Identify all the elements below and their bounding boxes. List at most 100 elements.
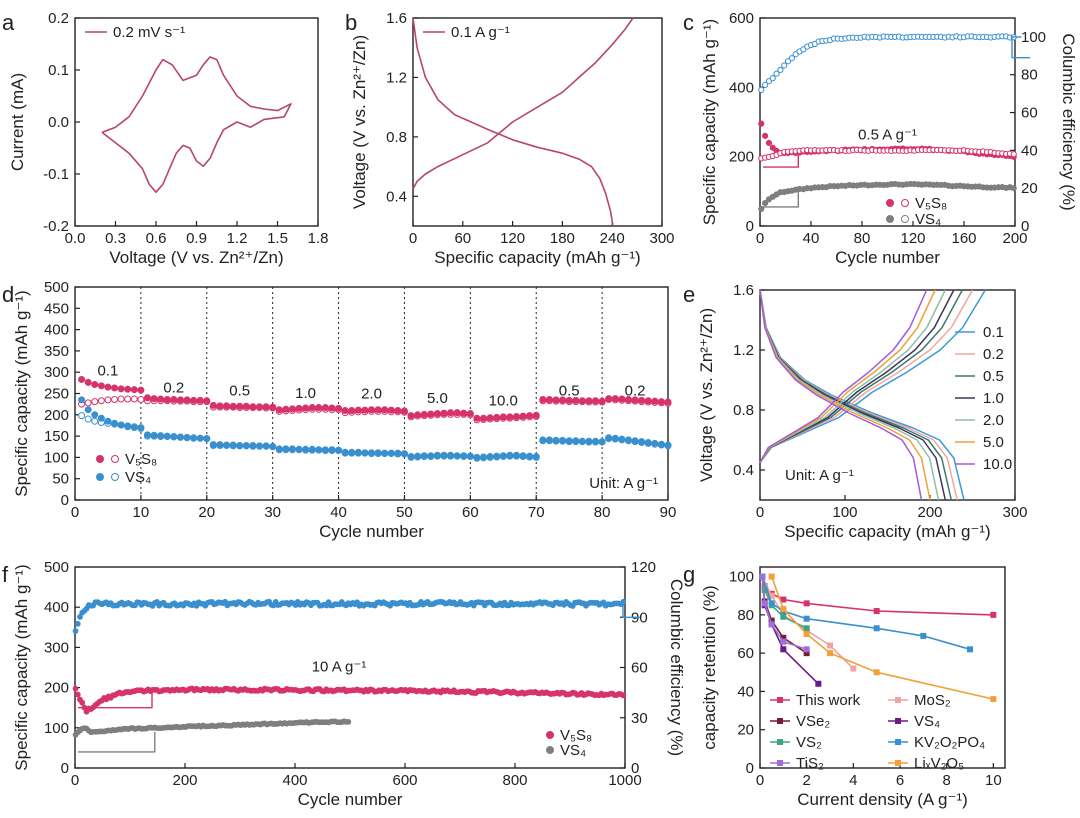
vs4-discharge-point <box>644 438 652 446</box>
vs4-discharge-point <box>387 449 395 457</box>
panel-d: d0 10 20 30 40 50 60 70 80 9005010015020025030035… <box>2 279 676 541</box>
vs4-discharge-point <box>664 441 672 449</box>
vs4-discharge-point <box>512 451 520 459</box>
legend-label: VS₄ <box>560 742 586 759</box>
v5s8-discharge-point <box>631 396 639 404</box>
vs4-discharge-point <box>78 396 86 404</box>
retention-point <box>780 634 787 641</box>
vs4-discharge-point <box>130 424 138 432</box>
y2-tick-label: 60 <box>631 660 648 677</box>
vs4-discharge-point <box>572 437 580 445</box>
plot-frame-b <box>412 17 663 227</box>
x-tick-label: 80 <box>854 230 871 247</box>
vs4-discharge-point <box>592 437 600 445</box>
legend-label: 0.1 <box>983 324 1004 341</box>
v5s8-discharge-point <box>657 398 665 406</box>
y-tick-label: 200 <box>44 680 69 697</box>
v5s8-capacity-point <box>72 685 79 692</box>
vs4-discharge-point <box>526 452 534 460</box>
v5s8-discharge-point <box>624 395 632 403</box>
v5s8-discharge-point <box>400 407 408 415</box>
retention-point <box>990 696 997 703</box>
rate-label: 0.2 <box>163 380 184 397</box>
y-axis-label: Voltage (V vs. Zn²⁺/Zn) <box>697 308 716 482</box>
retention-point <box>780 613 787 620</box>
v5s8-discharge-point <box>427 410 435 418</box>
rate-label: 5.0 <box>427 390 448 407</box>
x-tick-label: 6 <box>896 772 904 789</box>
v5s8-discharge-point <box>447 409 455 417</box>
v5s8-capacity-point <box>762 132 769 139</box>
vs4-discharge-point <box>618 435 626 443</box>
vs4-capacity-point <box>345 719 352 725</box>
x-tick-label: 10 <box>985 772 1002 789</box>
ce-point <box>769 75 776 82</box>
v5s8-discharge-point <box>532 411 540 419</box>
y-tick-label: 400 <box>44 322 69 339</box>
x-tick-label: 1000 <box>608 772 641 789</box>
v5s8-discharge-point <box>433 410 441 418</box>
unit-label: Unit: A g⁻¹ <box>589 475 658 492</box>
vs4-discharge-point <box>183 433 191 441</box>
vs4-discharge-point <box>598 438 606 446</box>
vs4-discharge-point <box>539 436 547 444</box>
x-axis-label: Cycle number <box>319 522 424 541</box>
x-tick-label: 4 <box>849 772 857 789</box>
legend-label: 5.0 <box>983 434 1004 451</box>
retention-point <box>967 646 973 653</box>
vs4-discharge-point <box>111 419 119 427</box>
x-tick-label: 0.6 <box>146 230 167 247</box>
vs4-discharge-point <box>407 453 415 461</box>
x-axis-label: Cycle number <box>298 790 403 809</box>
rate-label: 0.5 <box>559 383 580 400</box>
v5s8-discharge-point <box>104 383 112 391</box>
legend-marker <box>777 718 783 724</box>
v5s8-charge-point <box>130 395 138 403</box>
y-tick-label: 200 <box>729 149 754 166</box>
legend-label: 0.1 A g⁻¹ <box>451 24 510 41</box>
ce-arrow <box>589 603 640 618</box>
vs4-discharge-point <box>295 445 303 453</box>
panel-label-g: g <box>683 562 695 587</box>
v5s8-capacity-point <box>79 699 86 706</box>
vs4-discharge-point <box>308 445 316 453</box>
x-tick-label: 0 <box>756 504 764 521</box>
y-axis-label: Specific capacity (mAh g⁻¹) <box>12 564 31 770</box>
x-tick-label: 0.3 <box>105 230 126 247</box>
panel-label-c: c <box>683 10 694 35</box>
v5s8-charge-point <box>84 399 92 407</box>
v5s8-discharge-point <box>354 406 362 414</box>
v5s8-discharge-point <box>374 406 382 414</box>
v5s8-discharge-point <box>242 402 250 410</box>
vs4-discharge-point <box>559 436 567 444</box>
legend-label: VS₄ <box>914 713 940 730</box>
cv-curve <box>101 56 292 193</box>
y-tick-label: 100 <box>729 569 754 586</box>
vs4-discharge-point <box>348 448 356 456</box>
legend-marker <box>901 215 909 223</box>
retention-point <box>768 600 775 607</box>
retention-point <box>850 665 857 672</box>
vs4-discharge-point <box>242 441 250 449</box>
v5s8-discharge-point <box>223 402 231 410</box>
v5s8-charge-point <box>91 398 99 406</box>
legend-marker <box>886 199 894 207</box>
retention-point <box>780 606 787 613</box>
v5s8-discharge-point <box>78 375 86 383</box>
v5s8-discharge-point <box>91 381 99 389</box>
v5s8-discharge-point <box>499 413 507 421</box>
y-tick-label: 600 <box>729 10 754 27</box>
rate-label: 0.1 <box>98 363 119 380</box>
v5s8-charge-point <box>104 396 112 404</box>
v5s8-discharge-point <box>130 386 138 394</box>
v5s8-discharge-point <box>466 410 474 418</box>
vs4-discharge-point <box>578 437 586 445</box>
vs4-discharge-point <box>565 437 573 445</box>
y-tick-label: 1.2 <box>386 69 407 86</box>
vs4-discharge-point <box>368 449 375 457</box>
x-tick-label: 70 <box>528 504 545 521</box>
v5s8-capacity-point <box>620 692 627 699</box>
x-tick-label: 120 <box>500 230 525 247</box>
